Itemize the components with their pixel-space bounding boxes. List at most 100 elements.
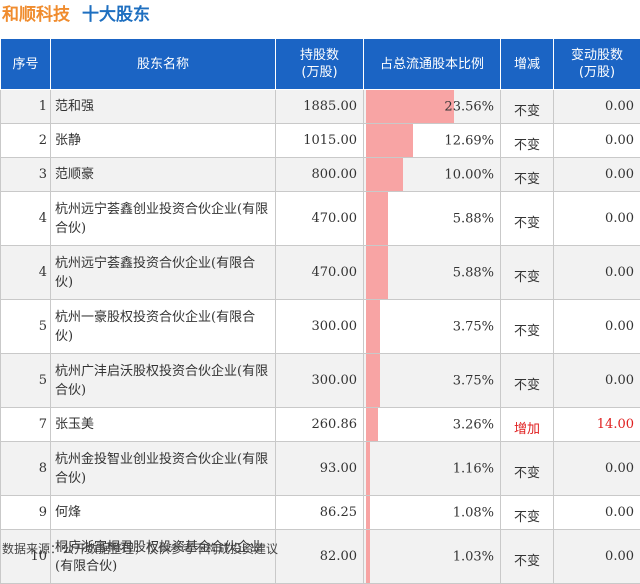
ratio-bar <box>366 246 388 299</box>
change-status-cell: 不变 <box>501 442 554 496</box>
ratio-cell: 3.75% <box>364 300 501 354</box>
shares-cell: 260.86 <box>276 408 364 442</box>
change-status-cell: 不变 <box>501 300 554 354</box>
ratio-value: 1.03% <box>453 549 494 564</box>
ratio-cell: 1.08% <box>364 496 501 530</box>
shareholder-name-cell: 何烽 <box>51 496 276 530</box>
ratio-value: 1.08% <box>453 505 494 520</box>
change-status-cell: 不变 <box>501 90 554 124</box>
ratio-bar <box>366 496 370 529</box>
col-header-change-shares: 变动股数 (万股) <box>554 39 640 90</box>
shares-cell: 470.00 <box>276 246 364 300</box>
rank-cell: 3 <box>1 158 51 192</box>
change-shares-cell: 0.00 <box>554 158 640 192</box>
rank-cell: 8 <box>1 442 51 496</box>
ratio-bar <box>366 124 413 157</box>
rank-cell: 9 <box>1 496 51 530</box>
change-status-cell: 增加 <box>501 408 554 442</box>
table-header-row: 序号 股东名称 持股数 (万股) 占总流通股本比例 增减 变动股数 (万股) <box>1 39 640 90</box>
ratio-cell: 5.88% <box>364 246 501 300</box>
change-status-cell: 不变 <box>501 246 554 300</box>
shareholder-name-cell: 范顺豪 <box>51 158 276 192</box>
ratio-cell: 1.03% <box>364 530 501 584</box>
change-shares-cell: 0.00 <box>554 354 640 408</box>
rank-cell: 7 <box>1 408 51 442</box>
change-shares-cell: 0.00 <box>554 192 640 246</box>
change-shares-cell: 0.00 <box>554 90 640 124</box>
shareholder-name-cell: 范和强 <box>51 90 276 124</box>
ratio-cell: 5.88% <box>364 192 501 246</box>
shareholder-name-cell: 张玉美 <box>51 408 276 442</box>
ratio-cell: 12.69% <box>364 124 501 158</box>
ratio-bar <box>366 158 403 191</box>
shares-cell: 1015.00 <box>276 124 364 158</box>
change-status-cell: 不变 <box>501 496 554 530</box>
ratio-bar <box>366 408 378 441</box>
change-shares-cell: 0.00 <box>554 246 640 300</box>
col-header-change: 增减 <box>501 39 554 90</box>
change-status-cell: 不变 <box>501 354 554 408</box>
shareholder-name-cell: 杭州一豪股权投资合伙企业(有限合伙) <box>51 300 276 354</box>
change-status-cell: 不变 <box>501 192 554 246</box>
shares-cell: 300.00 <box>276 300 364 354</box>
ratio-value: 10.00% <box>444 167 494 182</box>
rank-cell: 2 <box>1 124 51 158</box>
ratio-value: 5.88% <box>453 211 494 226</box>
shares-cell: 93.00 <box>276 442 364 496</box>
shareholders-table: 序号 股东名称 持股数 (万股) 占总流通股本比例 增减 变动股数 (万股) 1… <box>0 38 640 584</box>
rank-cell: 5 <box>1 300 51 354</box>
change-shares-cell: 0.00 <box>554 300 640 354</box>
shares-cell: 1885.00 <box>276 90 364 124</box>
ratio-value: 5.88% <box>453 265 494 280</box>
change-status-cell: 不变 <box>501 124 554 158</box>
change-shares-cell: 0.00 <box>554 442 640 496</box>
ratio-cell: 1.16% <box>364 442 501 496</box>
change-shares-cell: 0.00 <box>554 530 640 584</box>
table-subtitle: 十大股东 <box>82 5 150 25</box>
change-shares-cell: 0.00 <box>554 124 640 158</box>
change-shares-cell: 14.00 <box>554 408 640 442</box>
ratio-bar <box>366 442 370 495</box>
shares-cell: 800.00 <box>276 158 364 192</box>
change-status-cell: 不变 <box>501 158 554 192</box>
ratio-value: 12.69% <box>444 133 494 148</box>
rank-cell: 1 <box>1 90 51 124</box>
ratio-bar <box>366 354 380 407</box>
ratio-cell: 23.56% <box>364 90 501 124</box>
ratio-value: 3.75% <box>453 373 494 388</box>
shares-cell: 300.00 <box>276 354 364 408</box>
change-status-cell: 不变 <box>501 530 554 584</box>
shares-cell: 470.00 <box>276 192 364 246</box>
ratio-value: 3.26% <box>453 417 494 432</box>
ratio-bar <box>366 192 388 245</box>
rank-cell: 4 <box>1 246 51 300</box>
company-name: 和顺科技 <box>2 5 70 25</box>
col-header-rank: 序号 <box>1 39 51 90</box>
ratio-bar <box>366 530 370 583</box>
rank-cell: 5 <box>1 354 51 408</box>
shareholder-name-cell: 杭州广沣启沃股权投资合伙企业(有限合伙) <box>51 354 276 408</box>
shareholder-name-cell: 杭州远宁荟鑫创业投资合伙企业(有限合伙) <box>51 192 276 246</box>
shares-cell: 86.25 <box>276 496 364 530</box>
col-header-name: 股东名称 <box>51 39 276 90</box>
shareholder-name-cell: 杭州远宁荟鑫投资合伙企业(有限合伙) <box>51 246 276 300</box>
col-header-ratio: 占总流通股本比例 <box>364 39 501 90</box>
ratio-value: 3.75% <box>453 319 494 334</box>
rank-cell: 4 <box>1 192 51 246</box>
ratio-bar <box>366 300 380 353</box>
ratio-cell: 10.00% <box>364 158 501 192</box>
col-header-shares: 持股数 (万股) <box>276 39 364 90</box>
page-title: 和顺科技十大股东 <box>2 2 150 28</box>
ratio-value: 1.16% <box>453 461 494 476</box>
shares-cell: 82.00 <box>276 530 364 584</box>
